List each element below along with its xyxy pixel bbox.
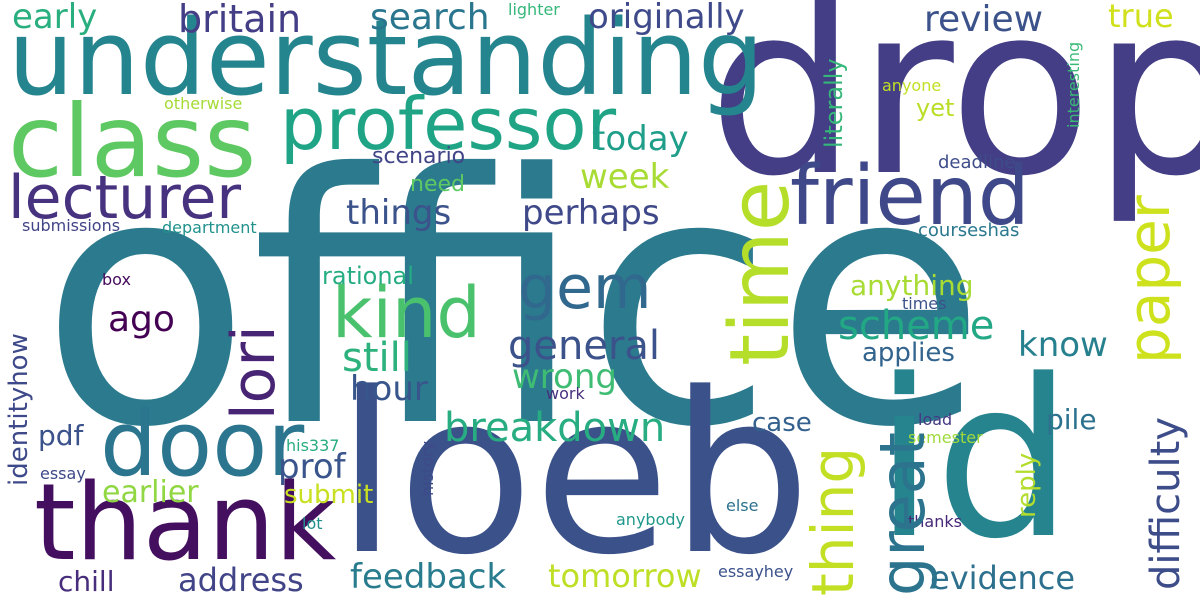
word-still: still — [342, 335, 412, 381]
word-history: history — [418, 440, 437, 496]
word-rational: rational — [322, 262, 414, 290]
word-applies: applies — [862, 338, 955, 368]
word-deadline: deadline — [938, 152, 1016, 173]
word-things: things — [346, 193, 452, 233]
word-anybody: anybody — [616, 510, 685, 529]
word-thank: thank — [34, 461, 337, 584]
word-great: great — [866, 432, 939, 596]
word-work: work — [546, 384, 585, 403]
word-box: box — [102, 270, 131, 289]
word-earlier: earlier — [102, 475, 199, 510]
word-need: need — [410, 172, 465, 197]
word-thanks: thanks — [908, 512, 962, 531]
word-identityhow: identityhow — [4, 333, 34, 486]
word-drop: drop — [708, 0, 1200, 228]
word-load: load — [918, 410, 953, 429]
word-else: else — [726, 496, 759, 515]
word-yet: yet — [916, 94, 955, 122]
word-wrong: wrong — [512, 357, 617, 397]
word-pile: pile — [1046, 403, 1097, 436]
word-lighter: lighter — [508, 0, 560, 19]
word-door: door — [100, 392, 305, 497]
word-evidence: evidence — [930, 559, 1076, 597]
word-anyone: anyone — [882, 76, 942, 95]
word-time: time — [713, 180, 808, 366]
word-courseshas: courseshas — [918, 220, 1020, 241]
word-lori: lori — [219, 325, 289, 420]
word-case: case — [752, 408, 812, 438]
word-perhaps: perhaps — [522, 193, 660, 233]
word-breakdown: breakdown — [444, 405, 666, 451]
word-hour: hour — [350, 369, 428, 409]
word-his337: his337 — [286, 436, 340, 455]
word-difficulty: difficulty — [1143, 417, 1189, 590]
word-scheme: scheme — [838, 303, 995, 349]
word-scenario: scenario — [372, 144, 466, 169]
word-search: search — [370, 0, 490, 38]
word-submissions: submissions — [22, 216, 121, 235]
word-tomorrow: tomorrow — [548, 557, 702, 595]
word-early: early — [12, 0, 98, 37]
word-otherwise: otherwise — [164, 94, 243, 113]
word-feedback: feedback — [350, 557, 507, 597]
word-semester: semester — [908, 428, 983, 447]
word-reply: reply — [1012, 452, 1042, 518]
word-know: know — [1018, 325, 1108, 365]
word-today: today — [592, 119, 689, 159]
word-essayhey: essayhey — [718, 562, 794, 581]
word-kind: kind — [332, 272, 481, 354]
word-gem: gem — [518, 253, 652, 323]
word-times: times — [902, 294, 947, 313]
word-week: week — [580, 157, 670, 197]
word-friend: friend — [790, 149, 1030, 244]
word-department: department — [162, 218, 257, 237]
word-loeb: loeb — [336, 346, 812, 600]
word-essay: essay — [40, 464, 86, 483]
word-class: class — [8, 83, 257, 200]
word-thing: thing — [799, 446, 867, 596]
word-chill: chill — [58, 565, 115, 598]
word-originally: originally — [588, 0, 745, 37]
word-prof: prof — [278, 447, 346, 487]
word-professor: professor — [280, 82, 617, 166]
word-interesting: interesting — [1064, 41, 1083, 128]
word-anything: anything — [850, 269, 974, 302]
word-submit: submit — [284, 480, 374, 510]
word-paper: paper — [1115, 195, 1183, 364]
word-pdf: pdf — [38, 419, 84, 452]
word-lot: lot — [302, 514, 323, 533]
word-id: id — [874, 334, 1073, 587]
word-general: general — [508, 323, 661, 369]
word-true: true — [1108, 0, 1174, 35]
word-review: review — [924, 0, 1044, 40]
word-britain: britain — [178, 0, 302, 41]
word-ago: ago — [108, 299, 175, 340]
word-literally: literally — [820, 58, 848, 148]
word-lecturer: lecturer — [8, 163, 242, 233]
word-office: office — [40, 102, 987, 503]
word-address: address — [178, 561, 304, 599]
word-understanding: understanding — [8, 0, 765, 119]
